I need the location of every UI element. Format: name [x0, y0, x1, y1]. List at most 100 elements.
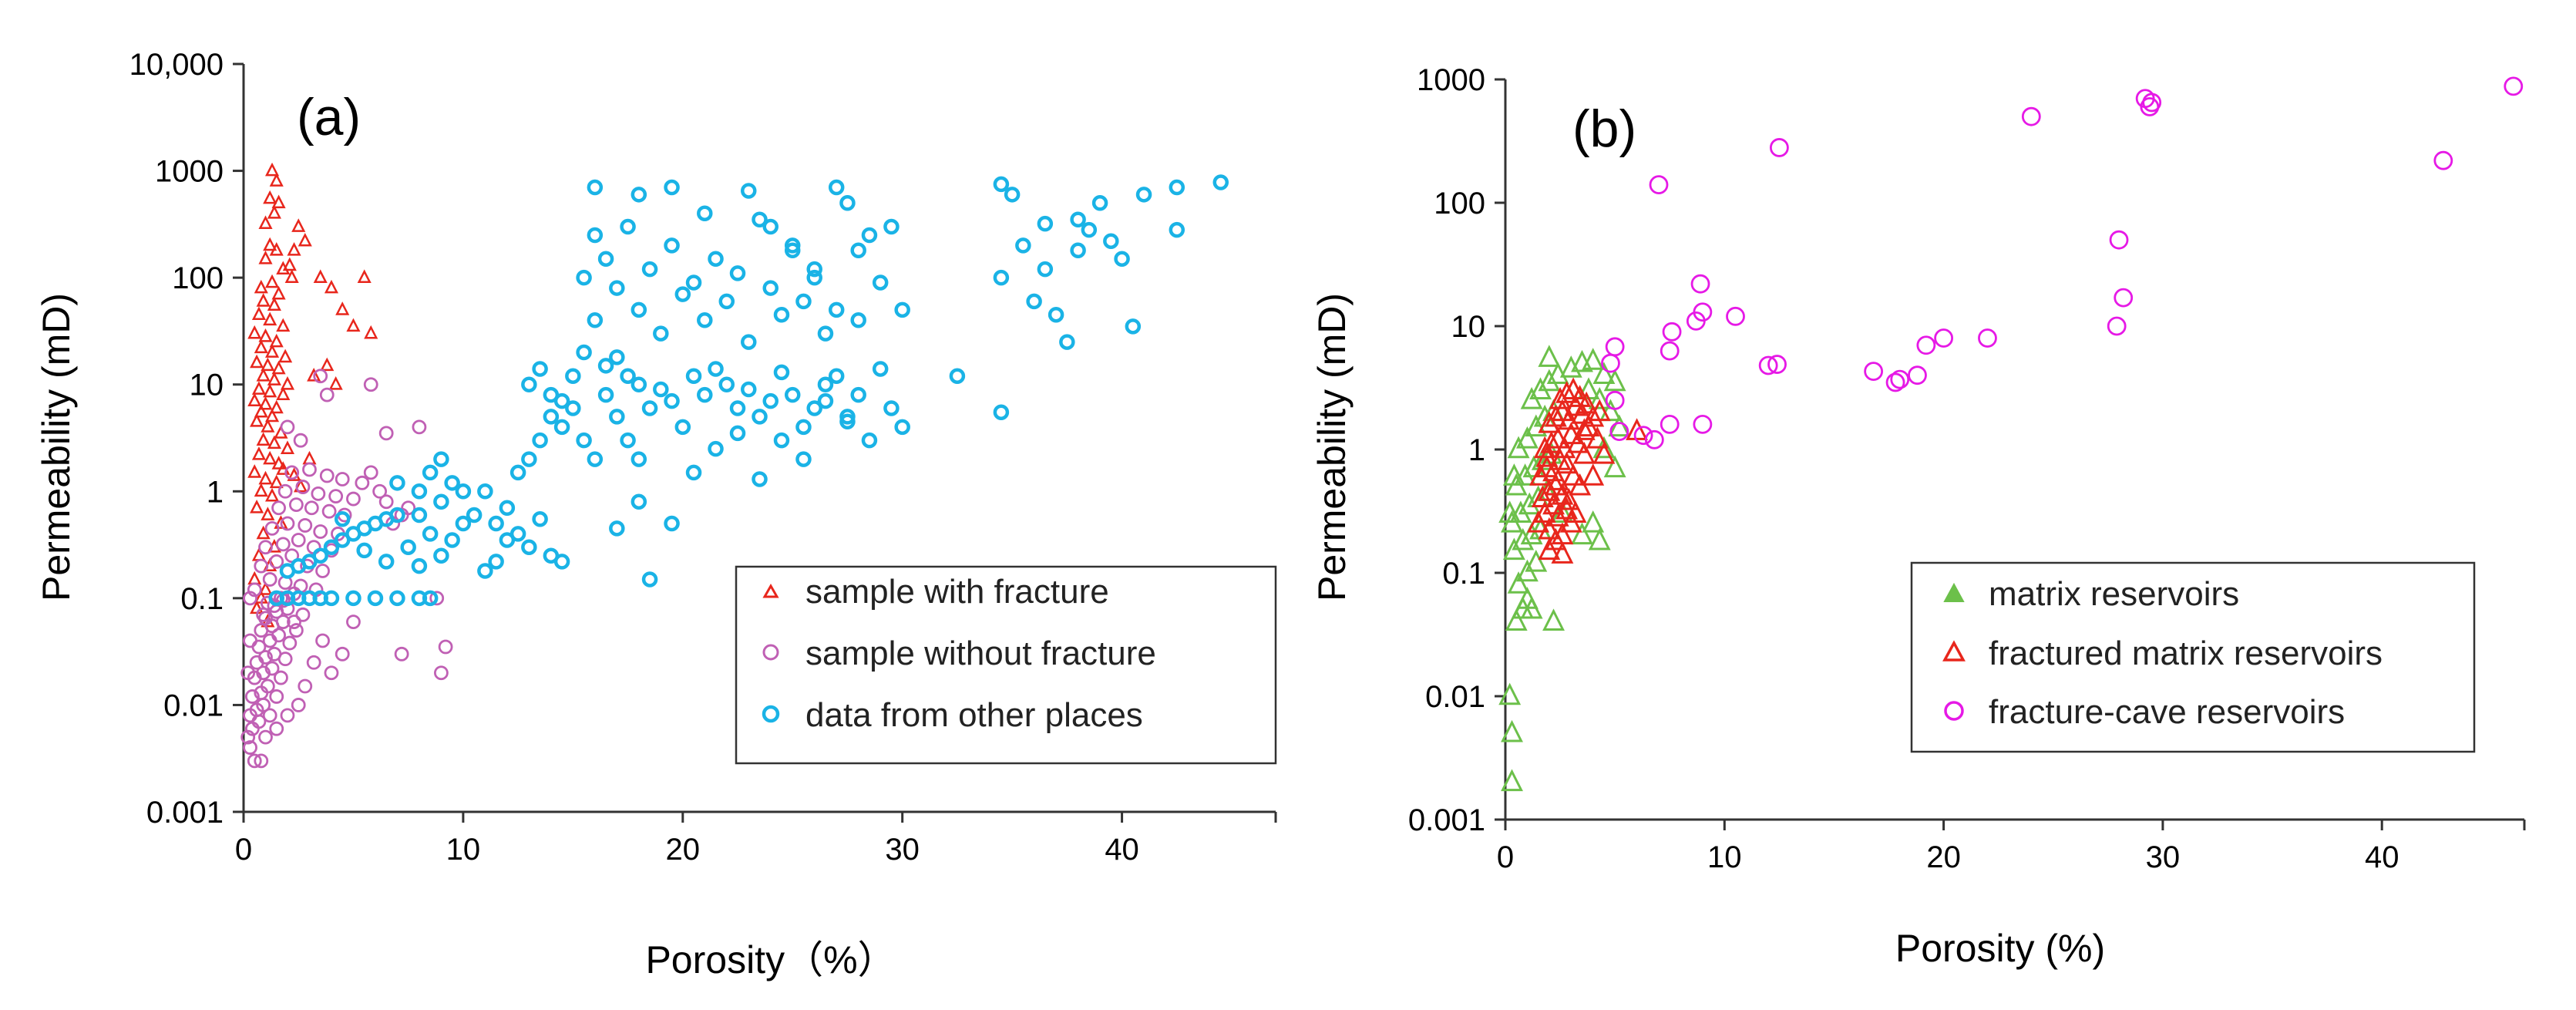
data-point-circle — [269, 689, 284, 704]
data-point-circle — [641, 261, 658, 278]
data-point-triangle — [256, 432, 271, 446]
data-point-triangle — [1542, 608, 1565, 631]
data-point-circle — [466, 507, 483, 524]
data-point-circle — [298, 678, 313, 694]
data-point-triangle — [271, 194, 286, 209]
data-point-triangle — [250, 354, 264, 369]
data-point-circle — [620, 432, 636, 449]
data-point-circle — [752, 409, 768, 425]
data-point-triangle — [258, 215, 273, 229]
data-point-triangle — [320, 357, 335, 372]
data-point-triangle — [247, 325, 262, 339]
data-point-circle — [2504, 76, 2524, 96]
legend-b-marker-fracture-cave — [1944, 701, 1964, 721]
data-point-circle — [1660, 341, 1680, 361]
data-point-circle — [315, 564, 330, 578]
data-point-circle — [1885, 372, 1905, 392]
data-point-circle — [697, 312, 713, 328]
data-point-circle — [521, 539, 537, 555]
data-point-circle — [444, 532, 460, 548]
legend-b-marker-fractured-matrix — [1942, 640, 1966, 662]
data-point-triangle — [1538, 345, 1561, 367]
data-point-circle — [378, 554, 395, 570]
data-point-triangle — [1525, 549, 1548, 572]
data-point-circle — [304, 500, 319, 516]
data-point-circle — [741, 183, 757, 199]
panel-a: 0.001 0.01 0.1 1 10 100 1000 10,000 0 10 20 30 40 (a… — [35, 48, 1277, 981]
data-point-triangle — [1572, 441, 1596, 464]
panel-b-y-tick-label: 0.01 — [1425, 680, 1485, 714]
data-point-circle — [521, 451, 537, 467]
data-point-triangle — [357, 269, 372, 283]
data-point-circle — [773, 432, 790, 449]
data-point-circle — [653, 381, 669, 398]
panel-a-y-tick-label: 0.001 — [146, 796, 224, 830]
data-point-circle — [817, 392, 834, 409]
data-point-circle — [1693, 302, 1713, 322]
data-point-triangle — [1520, 522, 1543, 545]
data-point-circle — [685, 368, 702, 384]
data-point-circle — [850, 312, 866, 328]
data-point-circle — [488, 554, 504, 570]
data-point-triangle — [276, 261, 291, 275]
data-point-triangle — [1520, 596, 1543, 619]
legend-b-label-matrix: matrix reservoirs — [1989, 575, 2239, 613]
data-point-circle — [708, 440, 724, 457]
data-point-circle — [1212, 174, 1229, 190]
panel-b-series-2 — [1601, 76, 2524, 449]
data-point-circle — [1726, 306, 1745, 326]
data-point-triangle — [256, 368, 271, 382]
data-point-triangle — [1538, 479, 1561, 501]
data-point-triangle — [335, 301, 350, 315]
legend-a-label-other-places: data from other places — [805, 696, 1143, 734]
legend-b-label-fracture-cave: fracture-cave reservoirs — [1989, 693, 2345, 731]
data-point-circle — [433, 547, 449, 564]
data-point-circle — [280, 601, 295, 616]
panel-b-series-0 — [1498, 345, 1631, 792]
data-point-circle — [295, 607, 311, 622]
panel-a-x-tick-label: 30 — [885, 833, 920, 867]
data-point-triangle — [274, 515, 288, 529]
data-point-circle — [784, 242, 801, 259]
data-point-circle — [306, 655, 321, 670]
panel-a-y-tick-label: 10,000 — [129, 48, 224, 82]
data-point-circle — [1114, 251, 1130, 267]
data-point-circle — [1103, 233, 1119, 249]
data-point-circle — [1070, 211, 1086, 228]
data-point-triangle — [267, 435, 281, 449]
data-point-circle — [729, 400, 746, 416]
data-point-triangle — [250, 413, 264, 427]
data-point-circle — [363, 377, 378, 392]
data-point-circle — [631, 376, 647, 392]
data-point-circle — [284, 465, 300, 480]
data-point-circle — [883, 400, 900, 416]
data-point-triangle — [1582, 348, 1605, 370]
data-point-circle — [275, 537, 291, 552]
data-point-circle — [335, 472, 350, 486]
panel-a-x-tick-label: 0 — [235, 833, 252, 867]
data-point-triangle — [1559, 422, 1582, 445]
data-point-circle — [839, 195, 856, 211]
data-point-circle — [839, 413, 856, 430]
plot-a-points — [240, 162, 1229, 769]
data-point-circle — [1890, 369, 1910, 389]
data-point-triangle — [280, 440, 295, 454]
data-point-circle — [609, 520, 625, 537]
data-point-circle — [2142, 93, 2162, 113]
data-point-circle — [323, 590, 340, 607]
data-point-circle — [324, 665, 339, 681]
data-point-circle — [741, 381, 757, 398]
panel-a-x-tick-label: 20 — [666, 833, 701, 867]
data-point-triangle — [261, 507, 275, 520]
data-point-triangle — [346, 318, 361, 332]
data-point-triangle — [261, 419, 275, 433]
data-point-circle — [277, 651, 293, 667]
data-point-circle — [355, 475, 370, 490]
panel-b-x-tick-label: 20 — [1926, 840, 1961, 874]
data-point-triangle — [1498, 500, 1522, 523]
data-point-triangle — [1562, 463, 1585, 486]
data-point-circle — [254, 558, 269, 574]
data-point-circle — [1015, 237, 1031, 254]
panel-a-label: (a) — [297, 88, 361, 146]
